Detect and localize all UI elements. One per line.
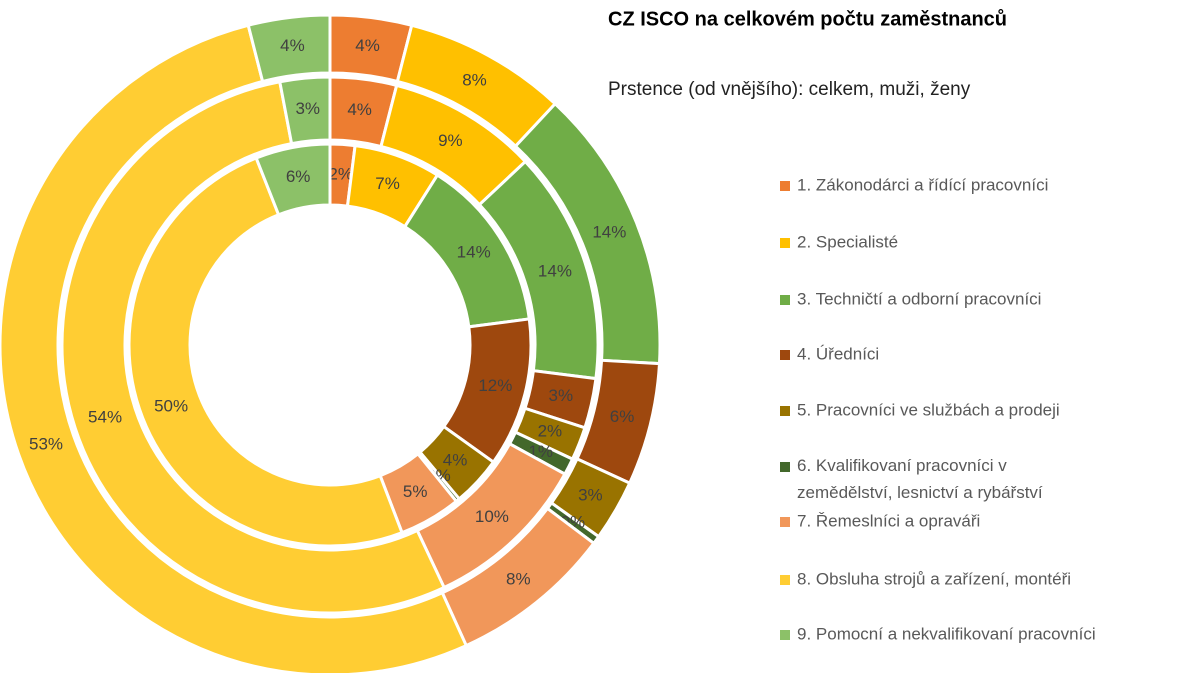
legend-label: 8. Obsluha strojů a zařízení, montéři	[797, 569, 1071, 588]
data-label: 53%	[29, 434, 63, 453]
data-label: 3%	[578, 486, 603, 505]
data-label: 12%	[478, 376, 512, 395]
legend-label: 5. Pracovníci ve službách a prodeji	[797, 400, 1060, 419]
legend-label: 3. Techničtí a odborní pracovníci	[797, 289, 1041, 308]
legend-label: 7. Řemeslníci a opraváři	[797, 511, 980, 530]
legend-swatch	[780, 575, 790, 585]
data-label: 4%	[347, 100, 372, 119]
data-label: 54%	[88, 408, 122, 427]
data-label: 14%	[592, 222, 626, 241]
legend-swatch	[780, 350, 790, 360]
data-label: 2%	[538, 422, 563, 441]
legend-label: 2. Specialisté	[797, 232, 898, 251]
data-label: 3%	[549, 386, 574, 405]
ring-slice	[60, 79, 447, 615]
legend-line: 6. Kvalifikovaní pracovníci v	[797, 456, 1007, 475]
legend-swatch	[780, 462, 790, 472]
data-label: 14%	[457, 243, 491, 262]
data-label: 5%	[403, 482, 428, 501]
ring-slice	[127, 156, 404, 548]
ring-slice	[246, 13, 332, 84]
data-label: 2%	[328, 164, 353, 183]
data-label: 50%	[154, 396, 188, 415]
data-label: 4%	[443, 450, 468, 469]
legend-swatch	[780, 238, 790, 248]
data-label: 10%	[475, 507, 509, 526]
ring-slice	[278, 75, 332, 146]
data-label: 6%	[286, 167, 311, 186]
data-label: 6%	[610, 407, 635, 426]
legend-swatch	[780, 517, 790, 527]
data-label: 3%	[295, 99, 320, 118]
data-label: 14%	[538, 261, 572, 280]
legend-swatch	[780, 630, 790, 640]
data-label: 4%	[280, 36, 305, 55]
legend-label: 4. Úředníci	[797, 344, 879, 363]
legend-label: 9. Pomocní a nekvalifikovaní pracovníci	[797, 624, 1096, 643]
data-label: 9%	[438, 131, 463, 150]
legend-swatch	[780, 295, 790, 305]
chart-subtitle: Prstence (od vnějšího): celkem, muži, že…	[608, 79, 971, 100]
data-label: 4%	[355, 36, 380, 55]
legend-swatch	[780, 181, 790, 191]
ring-slice	[0, 23, 469, 673]
legend-line: zemědělství, lesnictví a rybářství	[797, 483, 1043, 502]
data-label: 8%	[506, 569, 531, 588]
data-label: 7%	[375, 174, 400, 193]
data-label: 8%	[462, 70, 487, 89]
legend-label: 6. Kvalifikovaní pracovníci v zemědělství…	[797, 456, 1043, 502]
chart-title: CZ ISCO na celkovém počtu zaměstnanců	[608, 8, 1007, 30]
ring-slice	[254, 142, 332, 217]
legend-swatch	[780, 406, 790, 416]
legend-label: 1. Zákonodárci a řídící pracovníci	[797, 175, 1048, 194]
